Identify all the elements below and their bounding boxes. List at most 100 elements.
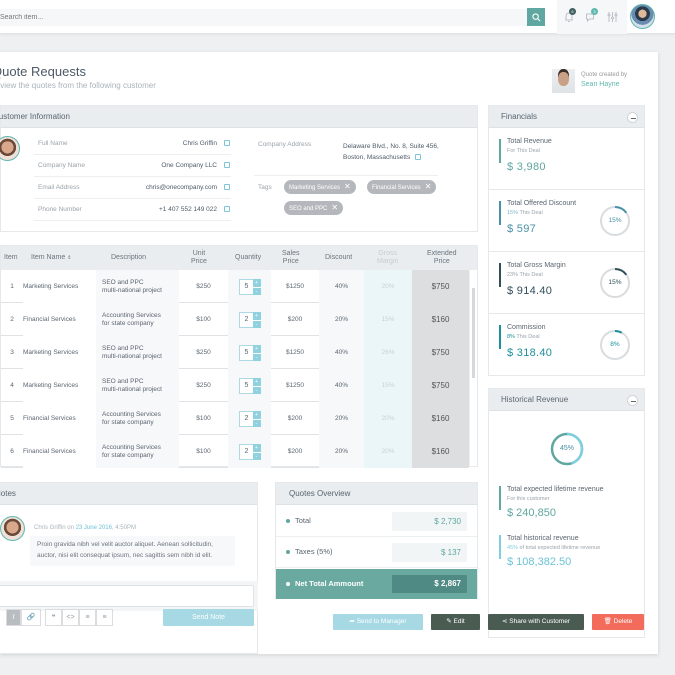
created-by-link[interactable]: Sean Hayne — [581, 81, 620, 88]
panel-title: Customer Information — [0, 112, 70, 121]
quantity-stepper[interactable]: 5 + - — [238, 278, 261, 295]
decrement-button[interactable]: - — [252, 286, 261, 295]
share-with-customer-button[interactable]: ⋖ Share with Customer — [488, 614, 584, 630]
code-button[interactable]: <> — [62, 609, 79, 626]
increment-button[interactable]: + — [252, 278, 261, 287]
decrement-button[interactable]: - — [252, 418, 261, 427]
bullet-icon — [286, 519, 290, 523]
customer-avatar — [0, 136, 20, 161]
quantity-stepper[interactable]: 2 + - — [238, 410, 261, 427]
col-unit-price[interactable]: Unit Price — [191, 250, 207, 266]
quote-button[interactable]: ❝ — [45, 609, 62, 626]
scrollbar-thumb[interactable] — [472, 288, 475, 378]
link-button[interactable]: 🔗 — [21, 609, 41, 626]
increment-button[interactable]: + — [252, 377, 261, 386]
remove-tag-icon[interactable]: ✕ — [424, 182, 432, 191]
col-label: Price — [433, 258, 450, 265]
historical-subtitle: 45% of total expected lifetime revenue — [507, 545, 600, 551]
quantity-value: 5 — [244, 381, 249, 389]
col-extended-price[interactable]: Extended Price — [427, 250, 457, 266]
cell-unit-price: $250 — [196, 349, 211, 356]
delete-button[interactable]: 🗑 Delete — [592, 614, 644, 630]
cell-extended-price: $160 — [412, 303, 469, 336]
note-meta-sep: on — [65, 525, 76, 531]
decrement-button[interactable]: - — [252, 319, 261, 328]
settings-button[interactable] — [607, 10, 621, 24]
send-note-button[interactable]: Send Note — [163, 609, 254, 626]
col-label: Margin — [377, 258, 399, 265]
share-arrow-icon: ➦ — [349, 618, 357, 625]
table-scrollbar[interactable] — [469, 270, 477, 466]
search-button[interactable] — [527, 8, 545, 26]
note-date[interactable]: 23 June 2016 — [75, 525, 112, 531]
cell-item: 6 — [10, 448, 14, 455]
cell-sales-price: $200 — [287, 316, 303, 323]
address-value: Delaware Blvd., No. 8, Suite 456, Boston… — [343, 141, 439, 163]
edit-icon[interactable] — [224, 206, 230, 212]
bullet-list-button[interactable]: ≡ — [79, 609, 96, 626]
col-sales-price[interactable]: Sales Price — [282, 250, 300, 266]
increment-button[interactable]: + — [252, 443, 261, 452]
collapse-icon[interactable] — [627, 112, 638, 123]
share-icon: ⋖ — [502, 618, 510, 625]
search-input[interactable] — [0, 9, 527, 26]
bullet-icon — [286, 582, 290, 586]
field-label: Company Name — [38, 162, 85, 169]
edit-icon[interactable] — [224, 162, 230, 168]
cell-discount: 20% — [319, 402, 364, 435]
sort-icon: ⇕ — [67, 255, 72, 261]
item-value: $ 3,980 — [507, 161, 546, 173]
overview-row-net-total: Net Total Ammount $ 2,867 — [276, 569, 477, 599]
row-value: $ 2,730 — [392, 512, 467, 531]
desc-line: SEO and PPC — [102, 377, 144, 385]
cell-discount: 40% — [319, 270, 364, 303]
historical-header: Historical Revenue — [489, 389, 644, 411]
increment-button[interactable]: + — [252, 410, 261, 419]
decrement-button[interactable]: - — [252, 385, 261, 394]
decrement-button[interactable]: - — [252, 352, 261, 361]
numbered-list-button[interactable]: ≡ — [96, 609, 113, 626]
edit-icon[interactable] — [224, 140, 230, 146]
cell-unit-price: $100 — [196, 316, 211, 323]
edit-icon[interactable] — [224, 184, 230, 190]
quantity-stepper[interactable]: 2 + - — [238, 443, 261, 460]
pct: 23% — [507, 272, 519, 278]
sub-text: This Deal — [518, 210, 543, 216]
sub-text: This Deal — [518, 272, 543, 278]
address-line-1: Delaware Blvd., No. 8, Suite 456, — [343, 143, 439, 150]
address-label: Company Address — [258, 141, 312, 148]
quantity-stepper[interactable]: 5 + - — [238, 377, 261, 394]
quantity-stepper[interactable]: 2 + - — [238, 311, 261, 328]
field-label: Phone Number — [38, 206, 82, 213]
remove-tag-icon[interactable]: ✕ — [344, 182, 351, 191]
send-to-manager-button[interactable]: ➦ Send to Manager — [333, 614, 423, 630]
quantity-value: 5 — [244, 348, 249, 356]
cell-gross-margin: 20% — [364, 270, 412, 303]
user-avatar[interactable] — [630, 4, 655, 29]
edit-icon[interactable] — [415, 154, 422, 160]
notifications-button[interactable]: 6 — [563, 8, 577, 24]
italic-button[interactable]: I — [6, 609, 21, 626]
remove-tag-icon[interactable]: ✕ — [331, 203, 339, 212]
cell-discount: 20% — [319, 303, 364, 336]
note-input[interactable] — [0, 585, 254, 607]
col-label: Price — [191, 258, 207, 265]
cell-unit-price: $100 — [196, 448, 211, 455]
row-value: $ 137 — [392, 543, 467, 562]
ring-label: 15% — [608, 279, 622, 286]
messages-button[interactable]: 3 — [585, 8, 599, 24]
decrement-button[interactable]: - — [252, 451, 261, 460]
desc-line: Accounting Services — [102, 410, 161, 418]
divider — [254, 175, 438, 176]
financial-item-discount: Total Offered Discount 15% This Deal $ 5… — [489, 191, 644, 252]
edit-button[interactable]: ✎ Edit — [431, 614, 480, 630]
quantity-stepper[interactable]: 5 + - — [238, 344, 261, 361]
table-row: 1 Marketing Services SEO and PPC multi-na… — [1, 270, 469, 303]
col-item-name[interactable]: Item Name ⇕ — [31, 254, 71, 262]
increment-button[interactable]: + — [252, 311, 261, 320]
item-value: $ 318.40 — [507, 347, 553, 359]
collapse-icon[interactable] — [627, 395, 638, 406]
increment-button[interactable]: + — [252, 344, 261, 353]
cell-description: Accounting Services for state company — [96, 402, 179, 435]
cell-quantity: 2 + - — [228, 303, 271, 336]
